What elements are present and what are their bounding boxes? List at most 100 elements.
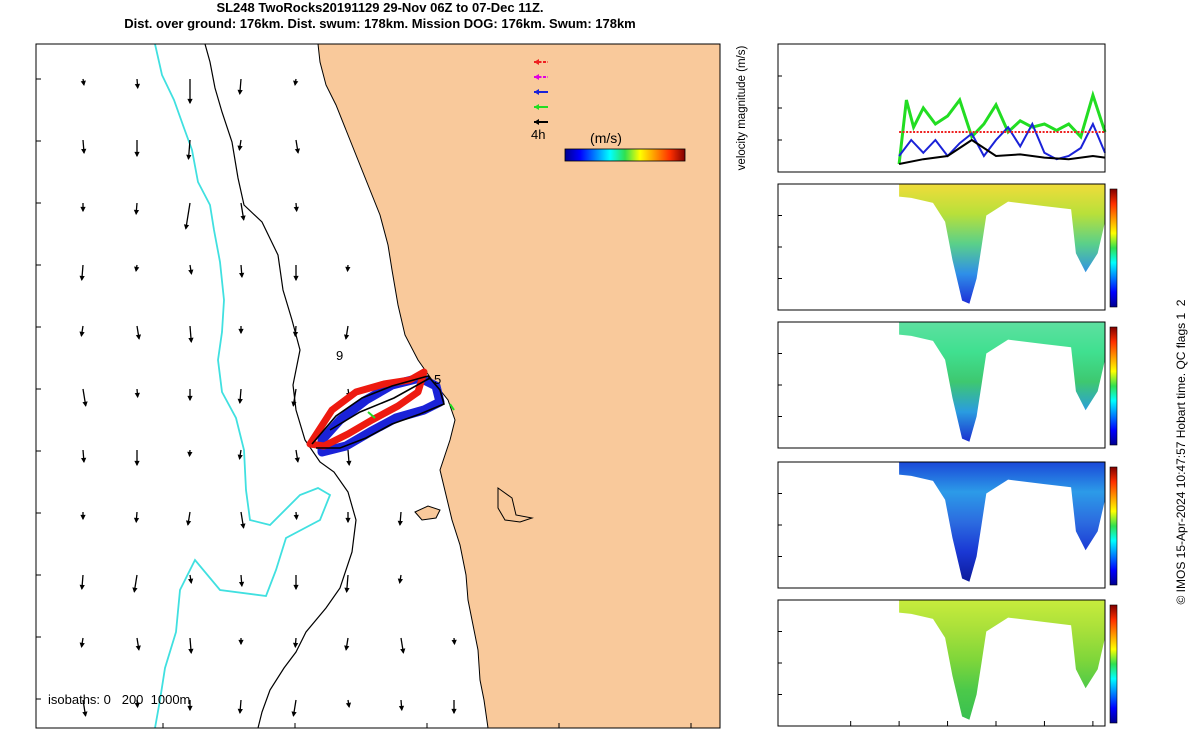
isobath-1000 — [154, 44, 332, 728]
current-vector-head — [187, 98, 193, 105]
current-vector-head — [188, 337, 194, 344]
current-vector-head — [80, 206, 86, 213]
current-vector-head — [400, 648, 406, 654]
map-x-ticks — [162, 723, 692, 728]
velocity-y-ticks — [778, 43, 782, 173]
legend-arrow — [534, 59, 539, 65]
speed-colorbar: (m/s) — [564, 130, 686, 162]
current-vector-head — [451, 639, 457, 646]
velocity-series-0 — [897, 90, 1107, 165]
current-vector-head — [237, 708, 243, 715]
current-vector-head — [187, 451, 193, 458]
current-vector-head — [134, 83, 141, 90]
current-vector-head — [293, 275, 299, 282]
current-vector-head — [291, 401, 297, 407]
current-vector-head — [82, 711, 88, 717]
colorbar-title: (m/s) — [590, 130, 622, 146]
current-vector-head — [240, 523, 246, 529]
current-vector-head — [187, 395, 193, 402]
figure-title: SL248 TwoRocks20191129 29-Nov 06Z to 07-… — [0, 0, 760, 32]
glider-track — [306, 368, 455, 457]
map-frame — [35, 43, 721, 729]
current-vector-head — [80, 514, 86, 521]
current-vector-head — [238, 639, 244, 646]
title-line-2: Dist. over ground: 176km. Dist. swum: 17… — [124, 16, 636, 31]
section-colorbar — [1109, 466, 1118, 586]
current-vector-head — [398, 705, 405, 712]
current-vector-head — [80, 80, 86, 87]
current-vector-head — [187, 705, 193, 712]
current-vector-head — [185, 520, 192, 526]
current-vector-head — [133, 209, 140, 216]
current-vector-head — [132, 587, 138, 593]
current-vector-head — [239, 272, 245, 279]
current-vector-head — [294, 148, 301, 154]
current-vector-head — [79, 642, 85, 648]
current-vector-head — [451, 708, 457, 715]
track-line — [311, 375, 445, 449]
legend-arrow — [534, 119, 539, 125]
current-vector-head — [237, 89, 243, 96]
current-vector-head — [344, 587, 350, 594]
current-vector-head — [134, 266, 140, 273]
section-colorbar — [1109, 604, 1118, 724]
current-vector-head — [345, 702, 352, 708]
current-vector-head — [292, 331, 299, 338]
depth-sections — [777, 183, 1118, 727]
current-vector-head — [344, 645, 350, 651]
current-vector-head — [188, 269, 194, 275]
current-vector-head — [188, 578, 194, 584]
current-vector-head — [237, 145, 243, 151]
current-vector-head — [345, 517, 351, 524]
current-vector — [185, 202, 191, 229]
map-legend — [534, 59, 548, 125]
section-data-field — [899, 184, 1105, 304]
current-vector-head — [291, 711, 297, 717]
velocity-panel: velocity magnitude (m/s) — [736, 43, 1107, 173]
section-colorbar — [1109, 326, 1118, 446]
map-y-ticks — [36, 78, 41, 700]
current-vector-head — [238, 328, 244, 335]
section-data-field — [899, 462, 1105, 582]
velocity-series-3 — [898, 138, 1106, 165]
current-vector-head — [346, 460, 352, 467]
current-vector-head — [293, 584, 299, 591]
velocity-series — [897, 90, 1107, 165]
current-vector-head — [134, 702, 140, 709]
label-5: 5 — [434, 372, 441, 387]
current-vector-head — [81, 148, 87, 155]
section-data-field — [899, 322, 1105, 442]
current-vector-head — [134, 460, 140, 467]
label-4h: 4h — [531, 127, 545, 142]
current-vector-head — [238, 581, 245, 588]
velocity-series-1 — [898, 121, 1106, 161]
legend-arrow — [534, 74, 539, 80]
current-vector-head — [345, 266, 351, 273]
current-vector-head — [293, 80, 299, 87]
title-line-1: SL248 TwoRocks20191129 29-Nov 06Z to 07-… — [216, 0, 544, 15]
current-vector-head — [79, 275, 85, 282]
isobath-200 — [204, 44, 357, 728]
current-vector-head — [240, 215, 246, 221]
headland — [497, 487, 534, 523]
velocity-ylabel: velocity magnitude (m/s) — [736, 46, 748, 171]
geostrophic-vectors — [79, 78, 457, 717]
depth-section-3 — [777, 461, 1118, 589]
depth-section-4 — [777, 599, 1118, 727]
current-vector-head — [135, 334, 142, 340]
section-data-field — [899, 600, 1105, 720]
current-vector-head — [188, 648, 194, 655]
legend-arrow — [534, 104, 539, 110]
current-vector-head — [133, 517, 140, 524]
current-vector-head — [237, 454, 243, 460]
current-vector-head — [183, 224, 190, 230]
current-vector-head — [293, 514, 299, 521]
depth-section-1 — [777, 183, 1118, 311]
time-axis — [850, 721, 1094, 726]
track-red — [306, 368, 428, 450]
depth-section-2 — [777, 321, 1118, 449]
section-colorbar — [1109, 188, 1118, 308]
current-vector-head — [186, 154, 192, 161]
isobath-label: isobaths: 0 200 1000m — [48, 692, 190, 707]
